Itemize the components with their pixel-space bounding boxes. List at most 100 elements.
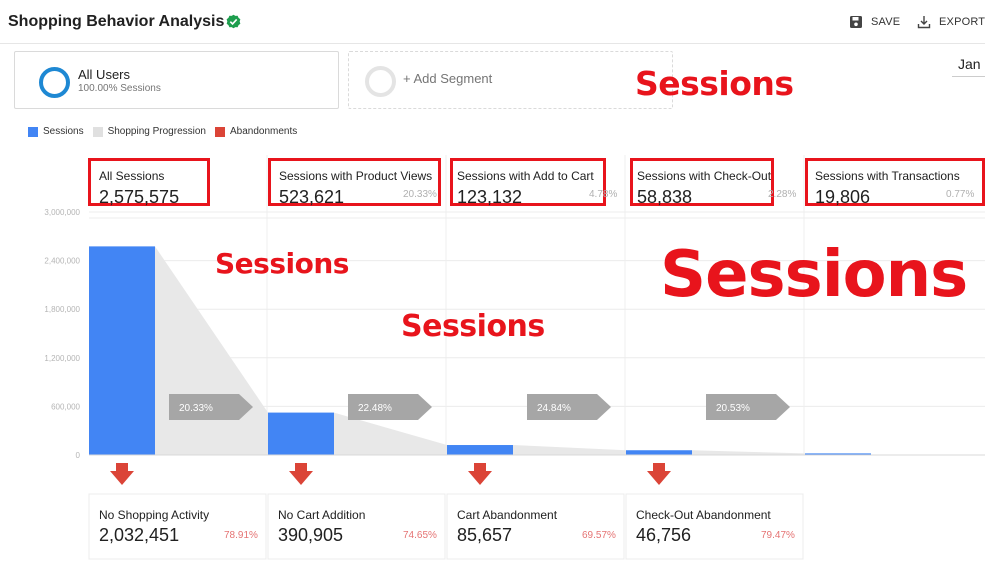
segment-ring-icon [39,67,70,98]
date-underline [952,76,985,77]
bar-0 [89,246,155,455]
stage-name: Sessions with Add to Cart [457,169,594,183]
abandon-pct: 79.47% [761,530,795,541]
progression-band [513,445,626,455]
overlay-label: Sessions [401,309,545,344]
save-label: SAVE [871,16,901,28]
abandon-arrow-head [647,471,671,485]
export-label: EXPORT [939,16,985,28]
export-button[interactable]: EXPORT [917,15,985,29]
abandon-value: 2,032,451 [99,525,180,545]
legend-swatch [214,126,225,137]
abandon-value: 85,657 [457,525,513,545]
abandon-box-outline [88,493,267,560]
stage-name: Sessions with Transactions [815,169,960,183]
stage-add-to-cart[interactable]: Sessions with Add to Cart 123,132 [450,158,606,207]
y-tick-label: 1,800,000 [44,305,80,314]
legend-item-sessions: Sessions [28,126,84,137]
conversion-rate-label: 24.84% [537,403,571,414]
abandon-pct: 78.91% [224,530,258,541]
overlay-label: Sessions [660,238,968,312]
stage-value: 58,838 [637,187,693,207]
stage-pct: 20.33% [403,189,437,200]
stage-value: 2,575,575 [99,187,180,207]
segment-name: All Users [78,67,131,82]
stage-value: 123,132 [457,187,523,207]
abandon-arrow-head [468,471,492,485]
conversion-rate-label: 20.53% [716,403,750,414]
add-segment-label: + Add Segment [403,71,493,86]
download-icon [917,16,931,29]
segment-sub: 100.00% Sessions [78,83,161,94]
stage-name: Sessions with Check-Out [637,169,772,183]
abandon-arrow-head [289,471,313,485]
y-tick-label: 0 [76,451,81,460]
abandon-name: Check-Out Abandonment [636,508,771,522]
abandon-arrow-head [110,471,134,485]
conversion-rate-label: 20.33% [179,403,213,414]
abandon-arrow-stem [295,463,307,472]
conversion-arrow [706,394,790,420]
page-title: Shopping Behavior Analysis [8,13,225,30]
abandon-box-outline [446,493,625,560]
save-icon [850,16,862,28]
conversion-arrow [169,394,253,420]
add-segment-button[interactable]: + Add Segment [348,51,673,109]
bar-4 [805,453,871,455]
abandon-no-shopping[interactable]: No Shopping Activity 2,032,451 78.91% [89,494,266,559]
abandon-arrow-stem [116,463,128,472]
save-button[interactable]: SAVE [849,15,900,29]
legend-label: Sessions [43,126,84,137]
legend-label: Abandonments [229,126,298,137]
y-tick-label: 600,000 [51,402,80,411]
abandon-no-cart[interactable]: No Cart Addition 390,905 74.65% [268,494,445,559]
stage-value: 19,806 [815,187,871,207]
abandon-value: 390,905 [278,525,344,545]
legend-swatch [28,126,38,137]
page-header: Shopping Behavior Analysis SAVE EXPORT [0,0,985,44]
stage-value: 523,621 [279,187,345,207]
stage-name: All Sessions [99,169,165,183]
stage-pct: 0.77% [946,189,975,200]
legend-item-abandonments: Abandonments [214,126,298,137]
stage-transactions[interactable]: Sessions with Transactions 19,806 [805,158,985,207]
legend-item-progression: Shopping Progression [92,126,206,137]
stage-check-out[interactable]: Sessions with Check-Out 58,838 [630,158,774,207]
conversion-rate-label: 22.48% [358,403,392,414]
abandon-arrow-stem [474,463,486,472]
abandon-cart[interactable]: Cart Abandonment 85,657 69.57% [447,494,624,559]
date-range-picker[interactable]: Jan [958,56,981,72]
chart-legend: Sessions Shopping Progression Abandonmen… [28,126,306,137]
abandon-check-out[interactable]: Check-Out Abandonment 46,756 79.47% [626,494,803,559]
abandon-pct: 69.57% [582,530,616,541]
legend-label: Shopping Progression [107,126,206,137]
stage-name: Sessions with Product Views [279,169,433,183]
abandon-box-outline [267,493,446,560]
y-tick-label: 1,200,000 [44,354,80,363]
empty-segment-ring-icon [365,66,396,97]
verified-check-icon [226,14,241,29]
stage-product-views[interactable]: Sessions with Product Views 523,621 [268,158,441,207]
abandon-arrow-stem [653,463,665,472]
overlay-label: Sessions [215,247,349,280]
progression-band [692,450,805,455]
overlay-label: Sessions [635,64,794,103]
abandon-box-outline [625,493,804,560]
y-tick-label: 2,400,000 [44,257,80,266]
funnel-chart: 0 600,000 1,200,000 1,800,000 2,400,000 3,000… [44,155,985,560]
bar-2 [447,445,513,455]
bar-3 [626,450,692,455]
stage-pct: 2.28% [768,189,797,200]
bar-1 [268,412,334,455]
segment-all-users[interactable]: All Users 100.00% Sessions [14,51,339,109]
abandon-name: Cart Abandonment [457,508,558,522]
legend-swatch [92,126,103,137]
abandon-pct: 74.65% [403,530,437,541]
stage-all-sessions[interactable]: All Sessions 2,575,575 [88,158,210,207]
abandon-name: No Cart Addition [278,508,366,522]
conversion-arrow [348,394,432,420]
progression-band [334,412,447,455]
y-tick-label: 3,000,000 [44,208,80,217]
abandon-name: No Shopping Activity [99,508,210,522]
stage-pct: 4.78% [589,189,618,200]
